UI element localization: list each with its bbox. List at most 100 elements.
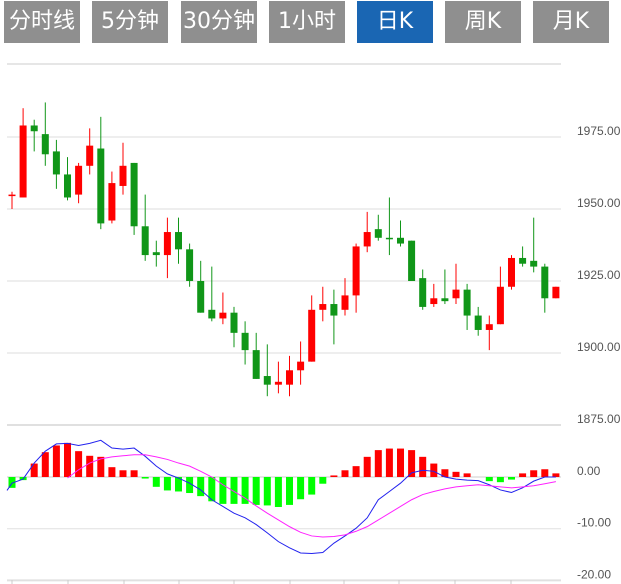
candle-body	[508, 257, 515, 287]
tab-5[interactable]: 日K	[357, 1, 433, 43]
candle	[75, 162, 83, 204]
price-axis-label: 1925.00	[577, 268, 621, 282]
candle	[19, 108, 27, 198]
candle	[419, 269, 427, 310]
candle-body	[208, 309, 216, 319]
macd-bar	[496, 477, 504, 483]
candle-body	[430, 298, 438, 305]
candle-body	[474, 315, 482, 330]
candle-body	[374, 229, 382, 238]
tab-3[interactable]: 30分钟	[181, 1, 257, 43]
candle	[474, 306, 482, 336]
candle	[130, 162, 138, 235]
macd-bar	[252, 477, 260, 505]
candle	[141, 194, 149, 261]
candle-body	[419, 278, 427, 307]
candle-body	[263, 376, 271, 385]
candle-body	[19, 125, 27, 198]
macd-bar	[108, 467, 116, 477]
candle-body	[64, 174, 71, 198]
candle-body	[274, 381, 282, 385]
candle	[463, 283, 471, 330]
candle-body	[197, 281, 205, 313]
macd-bar	[385, 448, 393, 477]
dea-line	[67, 454, 556, 538]
candle	[308, 295, 316, 362]
macd-bar	[341, 470, 349, 477]
macd-bar	[274, 477, 282, 507]
candle	[41, 102, 49, 166]
macd-bar	[186, 477, 194, 494]
macd-bar	[152, 477, 160, 487]
candle	[8, 191, 16, 209]
candle-body	[463, 289, 471, 316]
macd-bar	[64, 442, 71, 477]
macd-bar	[397, 448, 404, 477]
macd-bar	[519, 473, 527, 477]
macd-bar	[263, 477, 271, 506]
candle-body	[119, 165, 127, 186]
candle	[108, 171, 116, 224]
macd-bar	[308, 477, 316, 495]
candle-body	[541, 266, 549, 299]
macd-bar	[419, 456, 427, 477]
candle-body	[496, 286, 504, 325]
tab-6[interactable]: 周K	[445, 1, 521, 43]
candle-body	[385, 237, 393, 240]
candle	[297, 341, 305, 385]
candle-body	[230, 312, 238, 333]
macd-bar	[552, 473, 560, 477]
candle	[397, 220, 404, 247]
candle	[385, 197, 393, 256]
dif-line	[6, 439, 556, 555]
candle-body	[352, 246, 360, 296]
candle	[452, 263, 460, 305]
candle	[530, 217, 538, 273]
macd-bar	[163, 477, 171, 491]
macd-bar	[52, 445, 60, 477]
candle-body	[252, 350, 260, 379]
macd-bar	[441, 469, 449, 477]
macd-bar	[141, 477, 149, 479]
macd-bar	[208, 477, 216, 502]
macd-bar	[175, 477, 182, 492]
candle	[430, 283, 438, 307]
candle	[97, 116, 105, 230]
macd-bar	[508, 477, 515, 480]
candle-body	[219, 312, 227, 319]
candle-body	[397, 237, 404, 244]
tab-1[interactable]: 分时线	[4, 1, 80, 43]
candle	[64, 157, 71, 201]
candle-body	[141, 226, 149, 256]
candle	[175, 217, 182, 264]
candle-body	[519, 257, 527, 264]
macd-bar	[408, 450, 416, 477]
macd-bar	[241, 477, 249, 504]
candle	[152, 240, 160, 267]
candle	[319, 286, 327, 322]
candle-body	[297, 361, 305, 371]
macd-bar	[430, 463, 438, 477]
tab-4[interactable]: 1小时	[269, 1, 345, 43]
candle	[230, 306, 238, 348]
candle-body	[330, 304, 338, 316]
tab-7[interactable]: 月K	[533, 1, 609, 43]
candle	[363, 211, 371, 253]
candle	[119, 142, 127, 195]
candle	[330, 289, 338, 345]
tab-2[interactable]: 5分钟	[92, 1, 168, 43]
candle	[341, 278, 349, 316]
macd-bar	[30, 463, 38, 477]
candle	[186, 243, 194, 287]
candle-body	[319, 304, 327, 310]
candle-body	[241, 332, 249, 351]
macd-bar	[8, 477, 16, 488]
candle	[352, 243, 360, 313]
macd-bar	[97, 456, 105, 477]
candle-body	[75, 165, 83, 195]
macd-bar	[197, 477, 205, 497]
macd-axis-label: -10.00	[577, 516, 611, 530]
macd-bar	[452, 471, 460, 477]
candle-body	[30, 125, 38, 132]
